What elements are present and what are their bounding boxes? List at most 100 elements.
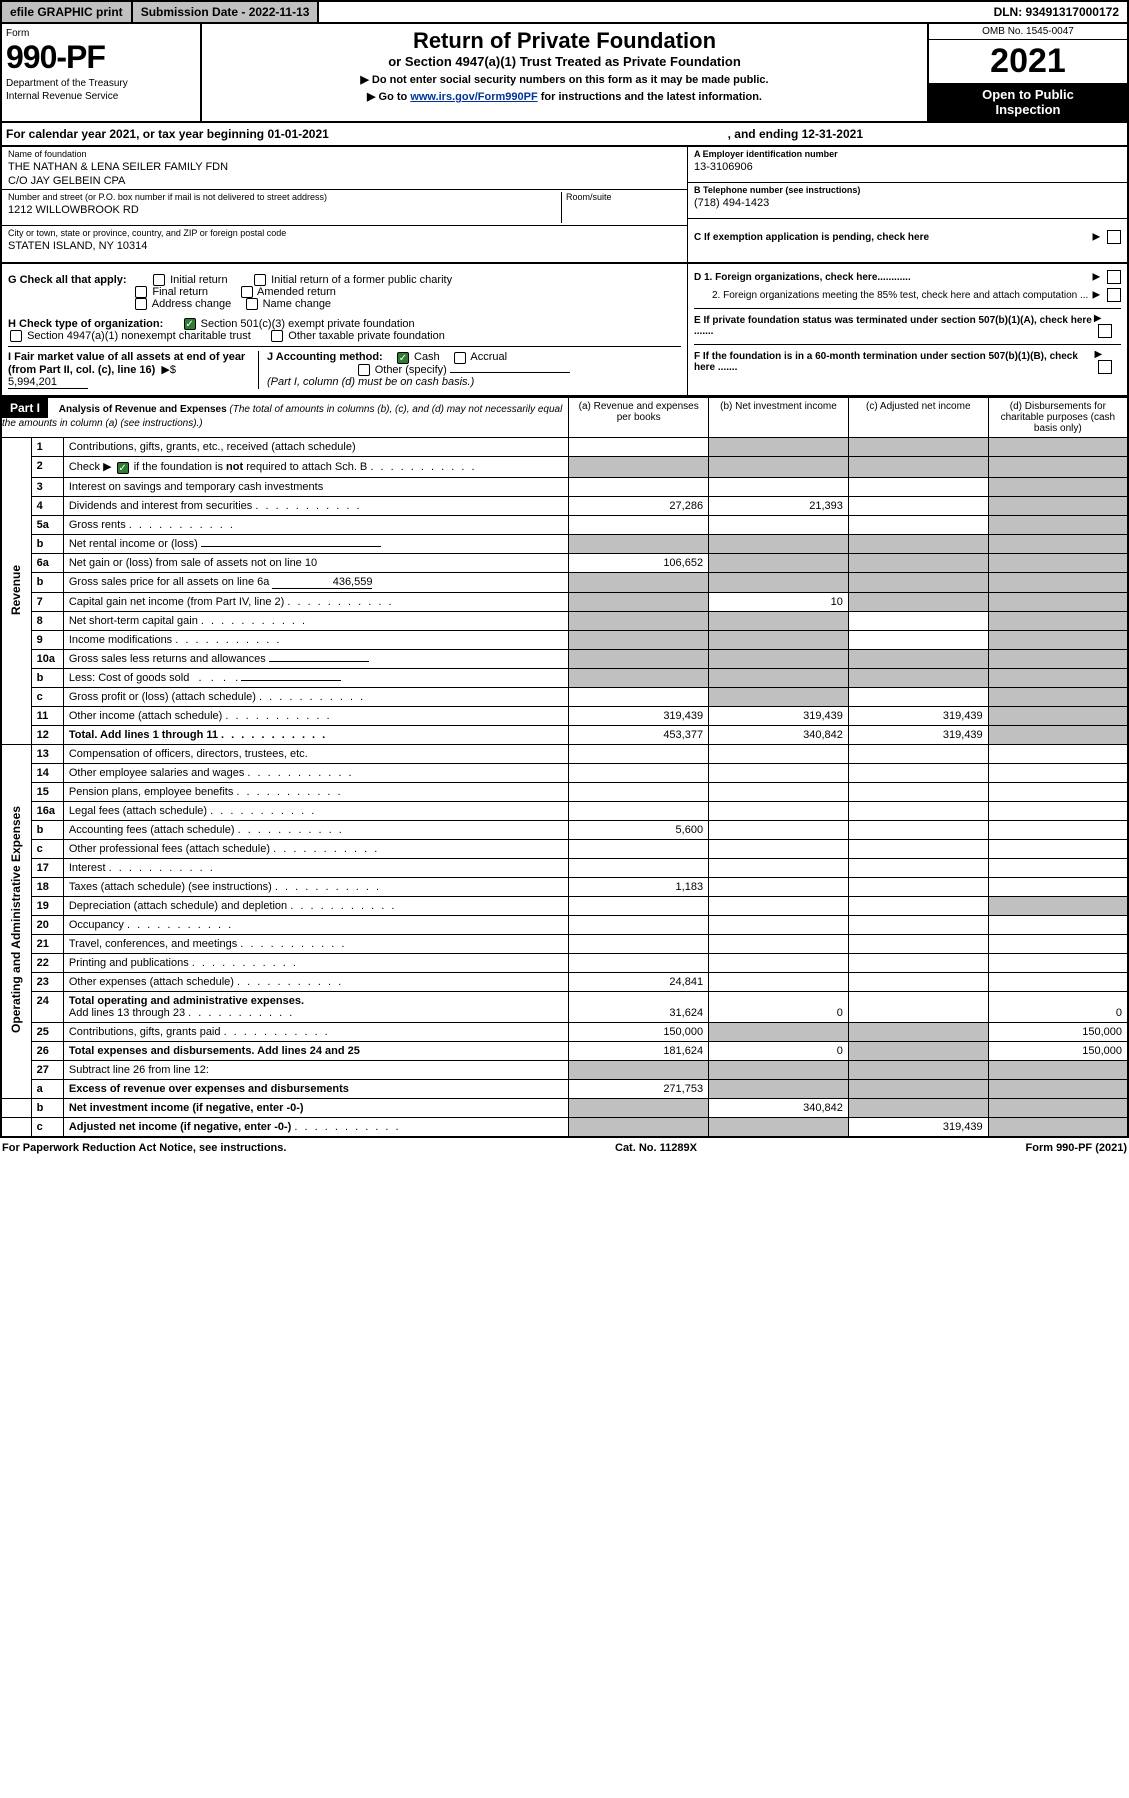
footer-mid: Cat. No. 11289X	[615, 1142, 697, 1154]
row15-desc: Pension plans, employee benefits	[69, 786, 234, 798]
col-c-header: (c) Adjusted net income	[848, 398, 988, 438]
omb-number: OMB No. 1545-0047	[929, 24, 1127, 40]
efile-print-button[interactable]: efile GRAPHIC print	[2, 2, 133, 22]
e-checkbox[interactable]	[1098, 324, 1112, 338]
row9-desc: Income modifications	[69, 634, 172, 646]
dept-line1: Department of the Treasury	[6, 78, 196, 89]
j-other-specify	[450, 372, 570, 373]
d2-row: 2. Foreign organizations meeting the 85%…	[694, 286, 1121, 304]
row2-desc: if the foundation is not required to att…	[134, 461, 368, 473]
j-accrual-checkbox[interactable]	[454, 352, 466, 364]
open-line1: Open to Public	[982, 87, 1074, 102]
j-note: (Part I, column (d) must be on cash basi…	[267, 376, 474, 388]
row4-b: 21,393	[709, 496, 849, 515]
d2-checkbox[interactable]	[1107, 288, 1121, 302]
ein-label: A Employer identification number	[694, 149, 1121, 159]
h-label: H Check type of organization:	[8, 318, 163, 330]
h-501c3-checkbox[interactable]	[184, 318, 196, 330]
arrow-icon: ▶	[1093, 232, 1101, 243]
phone-label: B Telephone number (see instructions)	[694, 185, 1121, 195]
form-title-block: Return of Private Foundation or Section …	[202, 24, 927, 121]
g-amended-label: Amended return	[257, 286, 336, 298]
j-accrual-label: Accrual	[470, 351, 507, 363]
form-title: Return of Private Foundation	[206, 28, 923, 54]
g-initial-checkbox[interactable]	[153, 274, 165, 286]
row25-desc: Contributions, gifts, grants paid	[69, 1026, 221, 1038]
col-b-header: (b) Net investment income	[709, 398, 849, 438]
g-name-checkbox[interactable]	[246, 298, 258, 310]
row7-b: 10	[709, 592, 849, 611]
d1-checkbox[interactable]	[1107, 270, 1121, 284]
foundation-name: THE NATHAN & LENA SEILER FAMILY FDN	[8, 159, 681, 173]
h-4947-checkbox[interactable]	[10, 330, 22, 342]
g-initial-former-checkbox[interactable]	[254, 274, 266, 286]
row12-a: 453,377	[569, 725, 709, 744]
row18-desc: Taxes (attach schedule) (see instruction…	[69, 881, 272, 893]
tax-year: 2021	[929, 40, 1127, 83]
row1-desc: Contributions, gifts, grants, etc., rece…	[63, 438, 568, 457]
submission-date-label: Submission Date - 2022-11-13	[133, 2, 320, 22]
row6b-desc: Gross sales price for all assets on line…	[69, 576, 270, 588]
row24-d: 0	[988, 991, 1128, 1022]
city-label: City or town, state or province, country…	[8, 228, 681, 238]
row10c-desc: Gross profit or (loss) (attach schedule)	[69, 691, 256, 703]
d2-label: 2. Foreign organizations meeting the 85%…	[712, 290, 1088, 301]
city-cell: City or town, state or province, country…	[2, 226, 687, 262]
h-other-checkbox[interactable]	[271, 330, 283, 342]
row26-desc: Total expenses and disbursements. Add li…	[63, 1041, 568, 1060]
row25-a: 150,000	[569, 1022, 709, 1041]
g-row: G Check all that apply: Initial return I…	[8, 270, 681, 314]
name-label: Name of foundation	[8, 149, 681, 159]
note2-prefix: ▶ Go to	[367, 91, 410, 103]
checkboxes-block: G Check all that apply: Initial return I…	[0, 264, 1129, 397]
room-label: Room/suite	[566, 192, 681, 202]
form-instructions-link[interactable]: www.irs.gov/Form990PF	[410, 91, 537, 103]
row26-b: 0	[709, 1041, 849, 1060]
g-address-checkbox[interactable]	[135, 298, 147, 310]
row21-desc: Travel, conferences, and meetings	[69, 938, 237, 950]
c-checkbox[interactable]	[1107, 230, 1121, 244]
row26-a: 181,624	[569, 1041, 709, 1060]
h-other-label: Other taxable private foundation	[288, 330, 445, 342]
row14-desc: Other employee salaries and wages	[69, 767, 244, 779]
row24-b: 0	[709, 991, 849, 1022]
f-checkbox[interactable]	[1098, 360, 1112, 374]
j-cash-checkbox[interactable]	[397, 352, 409, 364]
g-amended-checkbox[interactable]	[241, 286, 253, 298]
footer-right: Form 990-PF (2021)	[1026, 1142, 1128, 1154]
h-501c3-label: Section 501(c)(3) exempt private foundat…	[201, 318, 415, 330]
row2-checkbox[interactable]	[117, 462, 129, 474]
footer: For Paperwork Reduction Act Notice, see …	[0, 1138, 1129, 1158]
revenue-side-label: Revenue	[9, 565, 23, 615]
form-subtitle: or Section 4947(a)(1) Trust Treated as P…	[206, 54, 923, 69]
row13-desc: Compensation of officers, directors, tru…	[63, 744, 568, 763]
row27c-desc: Adjusted net income (if negative, enter …	[69, 1121, 291, 1133]
row27b-desc: Net investment income (if negative, ente…	[69, 1102, 304, 1114]
form-header: Form 990-PF Department of the Treasury I…	[0, 24, 1129, 123]
h-row: H Check type of organization: Section 50…	[8, 314, 681, 346]
g-label: G Check all that apply:	[8, 274, 127, 286]
g-final-checkbox[interactable]	[135, 286, 147, 298]
open-line2: Inspection	[995, 102, 1060, 117]
row11-desc: Other income (attach schedule)	[69, 710, 222, 722]
open-to-public: Open to Public Inspection	[929, 83, 1127, 121]
row11-a: 319,439	[569, 706, 709, 725]
form-number-block: Form 990-PF Department of the Treasury I…	[2, 24, 202, 121]
row6a-a: 106,652	[569, 553, 709, 572]
row26-d: 150,000	[988, 1041, 1128, 1060]
ij-row: I Fair market value of all assets at end…	[8, 346, 681, 389]
row24b-desc: Add lines 13 through 23	[69, 1007, 185, 1019]
row24-desc: Total operating and administrative expen…	[69, 995, 304, 1007]
j-label: J Accounting method:	[267, 351, 383, 363]
e-row: E If private foundation status was termi…	[694, 308, 1121, 340]
row22-desc: Printing and publications	[69, 957, 189, 969]
c-label: C If exemption application is pending, c…	[694, 232, 929, 243]
cal-suffix: , and ending 12-31-2021	[728, 127, 863, 141]
top-toolbar: efile GRAPHIC print Submission Date - 20…	[0, 0, 1129, 24]
j-other-checkbox[interactable]	[358, 364, 370, 376]
form-note1: ▶ Do not enter social security numbers o…	[206, 73, 923, 86]
form-note2: ▶ Go to www.irs.gov/Form990PF for instru…	[206, 90, 923, 103]
row5b-desc: Net rental income or (loss)	[69, 538, 198, 550]
row27-desc: Subtract line 26 from line 12:	[63, 1060, 568, 1079]
spacer	[319, 2, 985, 22]
